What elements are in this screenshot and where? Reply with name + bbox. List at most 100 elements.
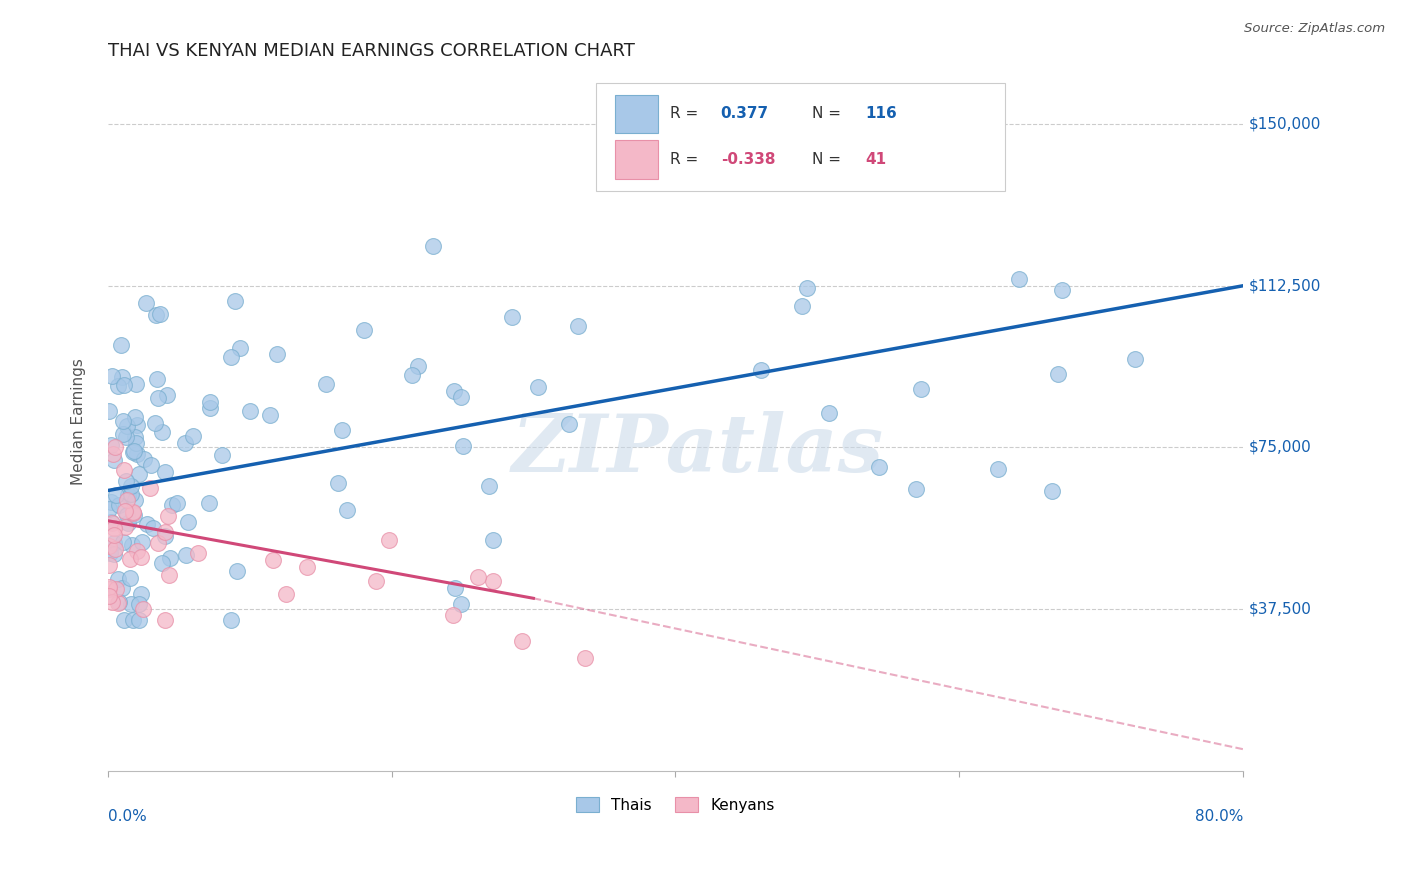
Point bbox=[868, 459, 890, 474]
Point bbox=[128, 598, 150, 612]
Point bbox=[132, 601, 155, 615]
Point bbox=[153, 524, 176, 539]
Point bbox=[315, 376, 337, 391]
Text: 0.377: 0.377 bbox=[721, 106, 769, 121]
Point bbox=[166, 496, 188, 510]
Text: 0.0%: 0.0% bbox=[108, 809, 146, 824]
Point bbox=[450, 391, 472, 405]
Point bbox=[266, 347, 288, 361]
FancyBboxPatch shape bbox=[616, 140, 658, 178]
Text: 80.0%: 80.0% bbox=[1195, 809, 1243, 824]
Point bbox=[128, 613, 150, 627]
Point bbox=[110, 338, 132, 352]
Point bbox=[197, 496, 219, 510]
Point bbox=[1046, 368, 1069, 382]
Point bbox=[117, 487, 139, 501]
Point bbox=[111, 370, 134, 384]
Point bbox=[157, 508, 180, 523]
Point bbox=[122, 508, 145, 522]
Point bbox=[159, 551, 181, 566]
Point bbox=[101, 368, 124, 383]
Point bbox=[155, 465, 177, 479]
Point bbox=[127, 418, 149, 433]
Point bbox=[122, 505, 145, 519]
Point bbox=[103, 452, 125, 467]
Point bbox=[1052, 283, 1074, 297]
Point bbox=[135, 296, 157, 310]
Point bbox=[174, 549, 197, 563]
Point bbox=[104, 441, 127, 455]
Point bbox=[422, 239, 444, 253]
Point bbox=[527, 380, 550, 394]
Point bbox=[103, 547, 125, 561]
Point bbox=[211, 448, 233, 462]
Point bbox=[103, 528, 125, 542]
Point bbox=[187, 546, 209, 560]
Point bbox=[142, 521, 165, 535]
Point bbox=[125, 436, 148, 450]
Point bbox=[98, 540, 121, 554]
Point bbox=[98, 589, 121, 603]
Point bbox=[112, 534, 135, 549]
Point bbox=[98, 546, 121, 560]
Point bbox=[118, 552, 141, 566]
Point bbox=[160, 498, 183, 512]
Point bbox=[107, 572, 129, 586]
Point bbox=[174, 436, 197, 450]
Point bbox=[115, 430, 138, 444]
Point bbox=[377, 533, 399, 548]
Point bbox=[155, 529, 177, 543]
Point bbox=[101, 447, 124, 461]
Point bbox=[124, 410, 146, 425]
Point bbox=[98, 580, 121, 594]
Point bbox=[157, 568, 180, 582]
Point bbox=[910, 382, 932, 396]
Point bbox=[406, 359, 429, 373]
Point bbox=[107, 596, 129, 610]
Point bbox=[336, 503, 359, 517]
Point bbox=[467, 570, 489, 584]
Point bbox=[501, 310, 523, 324]
Point bbox=[155, 613, 177, 627]
FancyBboxPatch shape bbox=[596, 83, 1004, 191]
Text: $150,000: $150,000 bbox=[1249, 117, 1320, 132]
Point bbox=[112, 613, 135, 627]
Point bbox=[482, 574, 505, 588]
Point bbox=[104, 582, 127, 597]
Point bbox=[905, 482, 928, 496]
Point bbox=[129, 550, 152, 565]
Point bbox=[121, 538, 143, 552]
Point bbox=[148, 392, 170, 406]
Point bbox=[98, 582, 121, 596]
Text: $37,500: $37,500 bbox=[1249, 601, 1312, 616]
Point bbox=[219, 613, 242, 627]
Text: 116: 116 bbox=[865, 106, 897, 121]
Point bbox=[112, 426, 135, 441]
Point bbox=[259, 409, 281, 423]
Point bbox=[131, 534, 153, 549]
Point bbox=[478, 479, 501, 493]
Point bbox=[330, 423, 353, 437]
Point bbox=[105, 488, 128, 502]
Point bbox=[353, 323, 375, 337]
Point bbox=[148, 536, 170, 550]
Point bbox=[364, 574, 387, 589]
Point bbox=[122, 506, 145, 520]
Point bbox=[114, 474, 136, 488]
Point bbox=[139, 481, 162, 495]
Text: -0.338: -0.338 bbox=[721, 152, 775, 167]
Point bbox=[451, 439, 474, 453]
Point bbox=[124, 493, 146, 508]
Point bbox=[443, 384, 465, 398]
Point bbox=[152, 425, 174, 439]
Point bbox=[181, 429, 204, 443]
Point bbox=[115, 508, 138, 522]
Point bbox=[127, 447, 149, 461]
Point bbox=[98, 502, 121, 516]
Point bbox=[198, 395, 221, 409]
Point bbox=[120, 486, 142, 500]
Text: $75,000: $75,000 bbox=[1249, 440, 1312, 455]
Point bbox=[1008, 271, 1031, 285]
Point bbox=[790, 299, 813, 313]
Point bbox=[818, 406, 841, 420]
